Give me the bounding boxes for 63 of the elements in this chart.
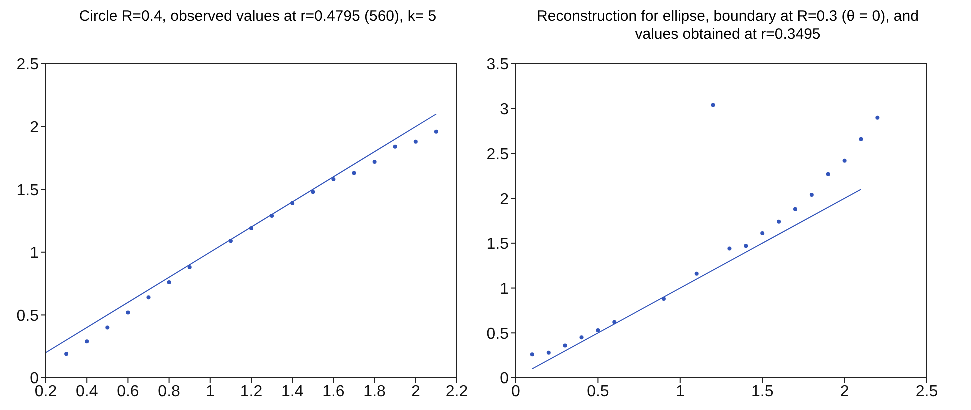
point: [711, 103, 716, 108]
y-tick-label: 0.5: [16, 308, 40, 325]
x-tick-label: 1: [676, 383, 685, 400]
x-tick-label: 1.5: [751, 383, 774, 400]
point: [352, 171, 356, 176]
y-tick-label: 1.5: [16, 182, 40, 200]
x-tick-label: 1.4: [281, 383, 304, 400]
x-tick-label: 0.2: [34, 383, 58, 400]
point: [596, 328, 600, 332]
point: [760, 232, 765, 236]
chart-title: Circle R=0.4, observed values at r=0.4795 (560), k= 5: [78, 8, 438, 27]
y-tick-label: 2: [500, 191, 510, 208]
point: [810, 192, 814, 197]
point: [85, 340, 90, 344]
point: [793, 207, 798, 212]
y-tick-label: 2: [30, 119, 40, 136]
point: [859, 137, 864, 142]
x-tick-label: 1.6: [322, 383, 345, 400]
point: [694, 272, 699, 276]
y-tick-label: 2.5: [486, 146, 510, 164]
point: [414, 140, 418, 144]
point: [744, 244, 748, 248]
x-tick-label: 0.5: [587, 383, 610, 400]
x-tick-label: 1.8: [364, 383, 386, 400]
y-tick-label: 1: [30, 245, 40, 262]
point: [876, 116, 880, 120]
point: [64, 352, 69, 356]
x-tick-label: 2: [411, 383, 420, 400]
y-tick-label: 1: [500, 280, 510, 298]
point: [777, 220, 782, 224]
point: [393, 144, 398, 149]
x-tick-label: 0: [512, 383, 521, 400]
point: [106, 326, 110, 330]
x-tick-label: 0.4: [76, 383, 98, 400]
x-tick-label: 2.2: [446, 383, 468, 400]
point: [546, 350, 551, 355]
point: [434, 130, 438, 134]
point: [146, 296, 151, 300]
x-tick-label: 2: [840, 383, 850, 400]
y-tick-label: 0.5: [486, 326, 510, 343]
y-tick-label: 2.5: [16, 56, 40, 74]
x-tick-label: 0.6: [117, 383, 140, 400]
point: [563, 344, 568, 348]
point: [530, 352, 534, 357]
point: [372, 160, 377, 164]
point: [167, 280, 172, 285]
point: [126, 310, 130, 315]
point: [728, 246, 732, 251]
x-tick-label: 1: [206, 383, 215, 400]
point: [580, 336, 584, 340]
point: [188, 265, 192, 270]
y-tick-label: 3: [500, 102, 510, 119]
y-tick-label: 1.5: [486, 236, 510, 254]
y-tick-label: 0: [500, 370, 510, 388]
x-tick-label: 2.5: [916, 383, 938, 400]
x-tick-label: 1.2: [240, 383, 263, 400]
point: [826, 172, 830, 176]
point: [332, 178, 336, 182]
x-tick-label: 0.8: [158, 383, 181, 400]
chart-title: Reconstruction for ellipse, boundary at R=0.3 (θ = 0), and values obtained at r=0.3495: [536, 8, 920, 45]
y-tick-label: 3.5: [486, 56, 510, 74]
point: [311, 190, 316, 194]
point: [842, 158, 847, 163]
